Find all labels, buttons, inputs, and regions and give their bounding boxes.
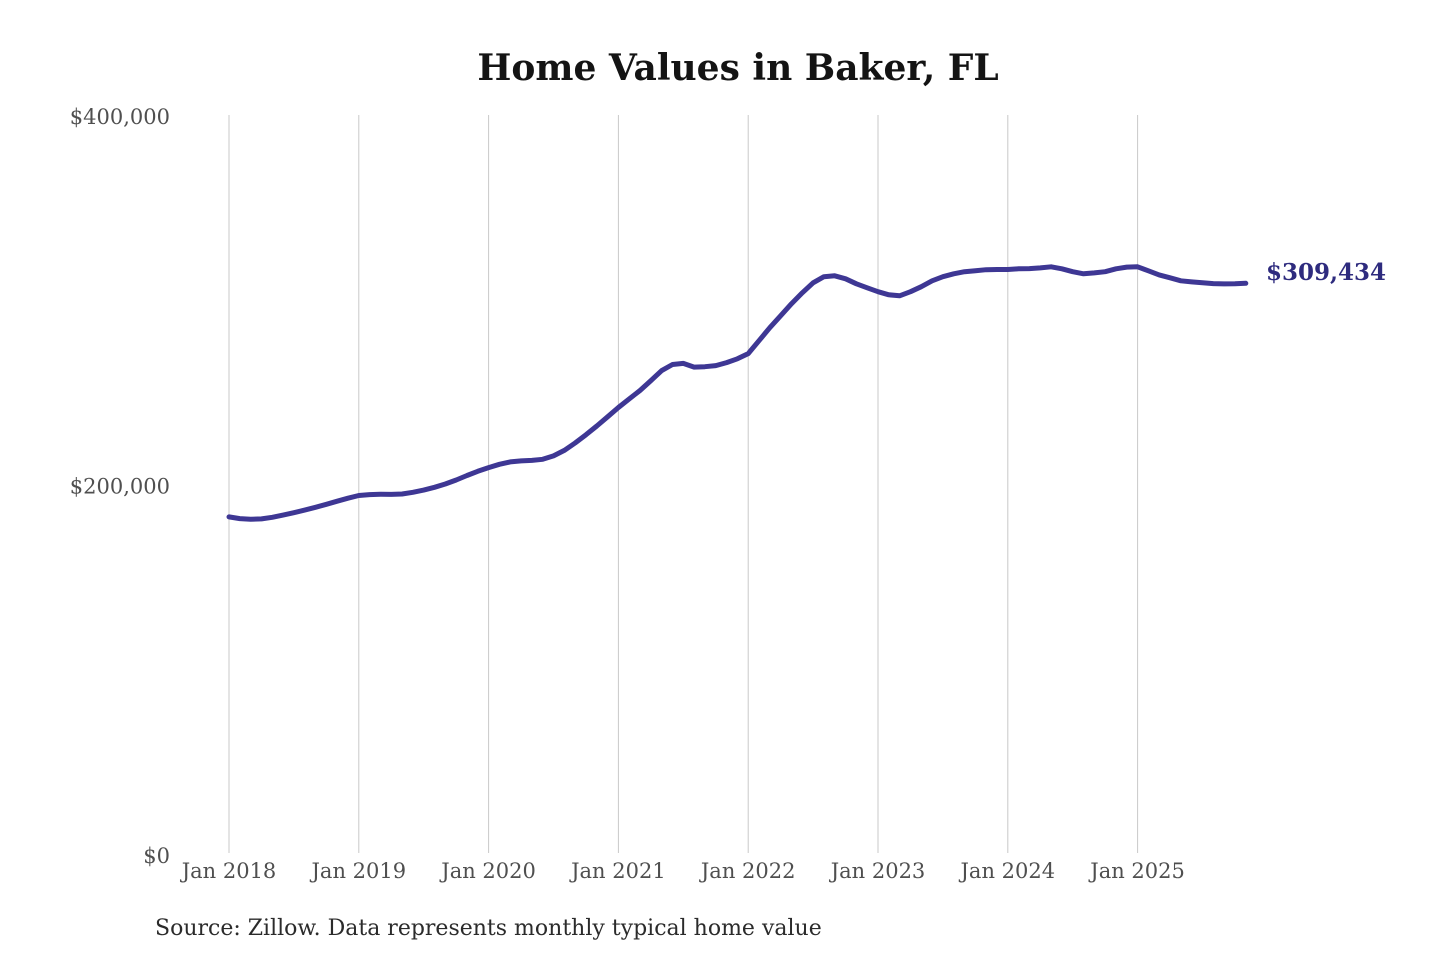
x-axis-tick-label: Jan 2021: [569, 859, 666, 883]
y-axis-tick-label: $400,000: [70, 105, 170, 129]
x-axis-tick-label: Jan 2024: [959, 859, 1056, 883]
x-axis-tick-label: Jan 2022: [699, 859, 796, 883]
y-axis-tick-label: $0: [143, 844, 170, 868]
x-axis-tick-label: Jan 2020: [439, 859, 536, 883]
chart-title: Home Values in Baker, FL: [477, 47, 999, 89]
x-axis-tick-label: Jan 2025: [1088, 859, 1185, 883]
latest-value-annotation: $309,434: [1266, 259, 1387, 287]
x-axis-tick-label: Jan 2023: [829, 859, 926, 883]
y-axis-tick-label: $200,000: [70, 475, 170, 499]
x-axis-tick-label: Jan 2019: [310, 859, 407, 883]
home-value-line: [226, 264, 1249, 522]
x-axis-tick-label: Jan 2018: [180, 859, 277, 883]
source-note: Source: Zillow. Data represents monthly …: [155, 916, 822, 941]
